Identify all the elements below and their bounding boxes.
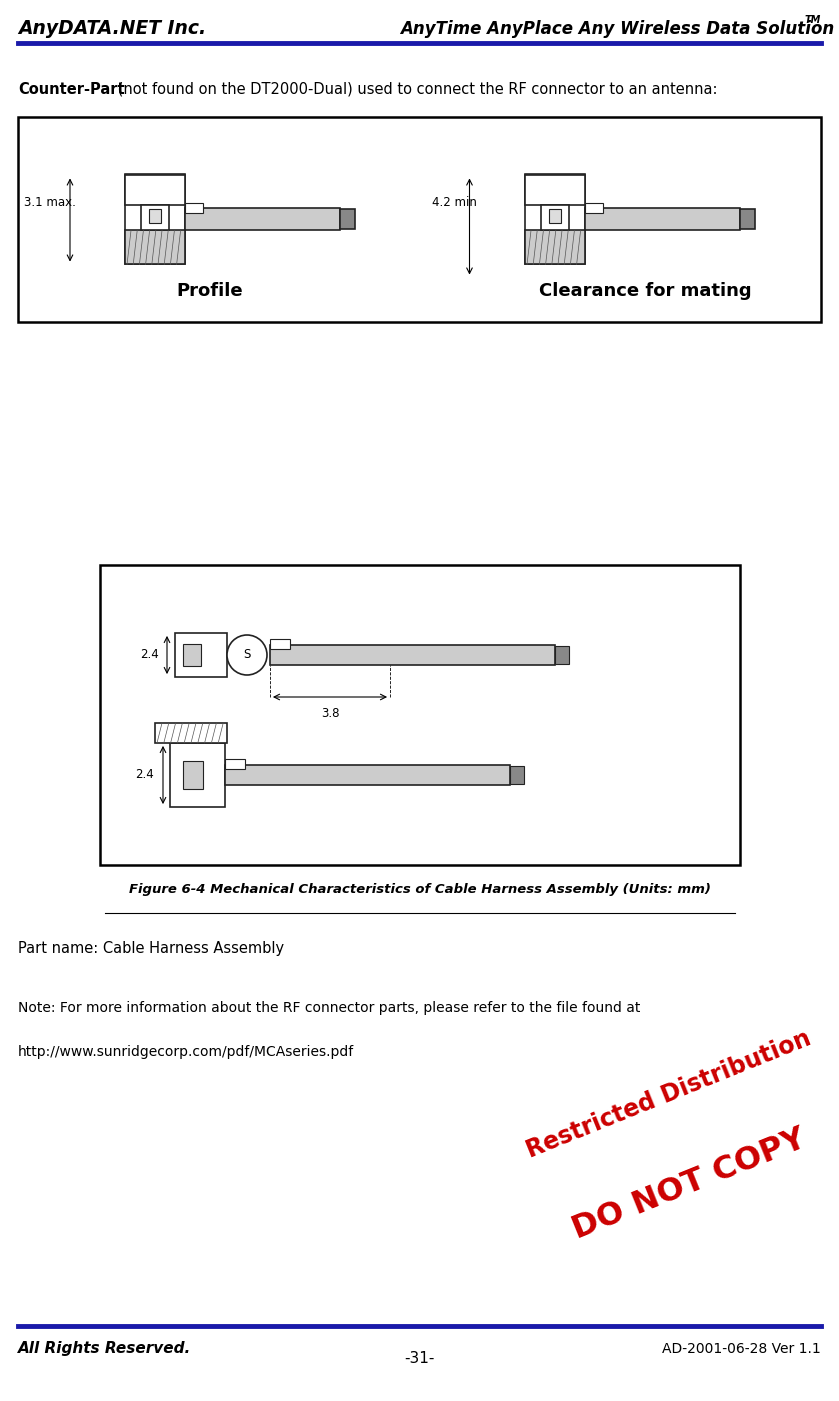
Bar xyxy=(510,766,524,785)
Text: Restricted Distribution: Restricted Distribution xyxy=(524,1026,815,1163)
Bar xyxy=(525,231,585,265)
Bar xyxy=(185,203,203,213)
Bar xyxy=(125,231,185,265)
Text: http://www.sunridgecorp.com/pdf/MCAseries.pdf: http://www.sunridgecorp.com/pdf/MCAserie… xyxy=(18,1045,354,1059)
Bar xyxy=(541,206,569,231)
Bar xyxy=(183,761,203,789)
Text: Profile: Profile xyxy=(177,282,243,300)
Text: DO NOT COPY: DO NOT COPY xyxy=(568,1124,810,1245)
Bar xyxy=(155,723,227,743)
Bar xyxy=(270,644,555,665)
Bar xyxy=(18,118,821,322)
Bar xyxy=(100,565,740,864)
Text: Clearance for mating: Clearance for mating xyxy=(539,282,751,300)
Bar xyxy=(525,175,585,206)
Circle shape xyxy=(227,635,267,675)
Bar xyxy=(225,765,510,785)
Bar xyxy=(549,210,561,224)
Text: Note: For more information about the RF connector parts, please refer to the fil: Note: For more information about the RF … xyxy=(18,1000,640,1014)
Text: S: S xyxy=(243,649,251,661)
Bar xyxy=(149,210,161,224)
Bar xyxy=(175,633,227,677)
Text: 3.8: 3.8 xyxy=(320,708,339,720)
Text: TM: TM xyxy=(805,15,821,25)
Bar xyxy=(185,209,340,231)
Bar xyxy=(141,206,169,231)
Bar xyxy=(555,646,569,664)
Bar xyxy=(225,759,245,769)
Text: 3.1 max.: 3.1 max. xyxy=(24,196,76,210)
Text: (not found on the DT2000-Dual) used to connect the RF connector to an antenna:: (not found on the DT2000-Dual) used to c… xyxy=(113,83,717,97)
Bar xyxy=(585,203,603,213)
Bar xyxy=(340,210,355,230)
Bar xyxy=(585,209,740,231)
Bar xyxy=(740,210,755,230)
Text: AnyDATA.NET Inc.: AnyDATA.NET Inc. xyxy=(18,20,206,38)
Text: AD-2001-06-28 Ver 1.1: AD-2001-06-28 Ver 1.1 xyxy=(662,1342,821,1356)
Text: Figure 6-4 Mechanical Characteristics of Cable Harness Assembly (Units: mm): Figure 6-4 Mechanical Characteristics of… xyxy=(128,883,711,897)
Bar xyxy=(125,175,185,265)
Bar xyxy=(125,175,185,206)
Text: Part name: Cable Harness Assembly: Part name: Cable Harness Assembly xyxy=(18,941,284,955)
Bar xyxy=(183,644,201,665)
Bar xyxy=(270,639,290,649)
Text: 2.4: 2.4 xyxy=(136,769,154,782)
Text: 2.4: 2.4 xyxy=(141,649,159,661)
Text: 4.2 min: 4.2 min xyxy=(431,196,477,210)
Bar xyxy=(170,743,225,807)
Text: -31-: -31- xyxy=(404,1351,435,1366)
Text: Counter-Part: Counter-Part xyxy=(18,83,125,97)
Text: AnyTime AnyPlace Any Wireless Data Solution: AnyTime AnyPlace Any Wireless Data Solut… xyxy=(400,20,834,38)
Text: All Rights Reserved.: All Rights Reserved. xyxy=(18,1341,191,1356)
Bar xyxy=(525,175,585,265)
